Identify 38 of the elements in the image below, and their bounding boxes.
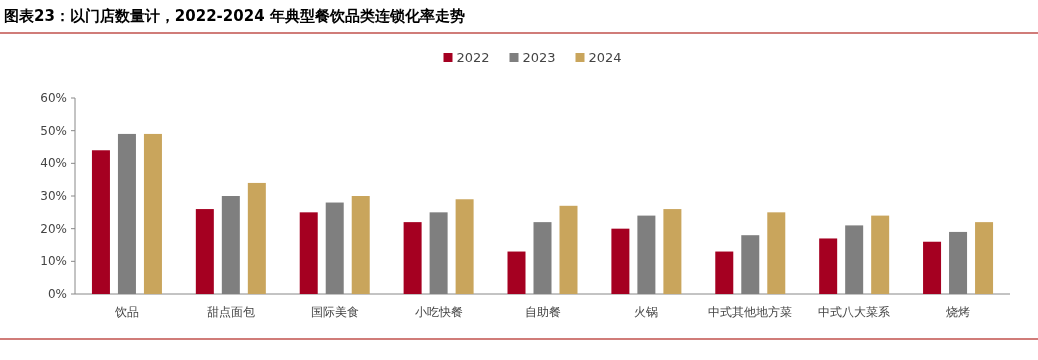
bar xyxy=(351,196,370,294)
bar xyxy=(299,212,318,294)
bar xyxy=(403,222,422,294)
x-tick-label: 中式八大菜系 xyxy=(818,305,891,319)
bar xyxy=(975,222,994,294)
bar xyxy=(611,228,630,294)
y-tick-label: 0% xyxy=(47,287,67,301)
bar xyxy=(455,199,474,294)
x-tick-label: 烧烤 xyxy=(946,305,971,319)
bar xyxy=(663,209,682,294)
y-tick-label: 20% xyxy=(40,221,67,236)
bar xyxy=(507,251,526,294)
bar xyxy=(923,241,942,294)
bar xyxy=(871,215,890,294)
y-tick-label: 40% xyxy=(40,156,67,171)
y-tick-label: 10% xyxy=(40,254,67,269)
legend-label: 2023 xyxy=(522,50,556,65)
bar xyxy=(767,212,786,294)
x-tick-label: 饮品 xyxy=(113,305,139,319)
bar xyxy=(819,238,838,294)
legend-label: 2024 xyxy=(588,50,622,65)
bar xyxy=(91,150,110,294)
x-tick-label: 自助餐 xyxy=(524,305,561,319)
bar xyxy=(247,182,266,294)
y-tick-label: 50% xyxy=(40,123,67,138)
chart-title: 图表23：以门店数量计，2022-2024 年典型餐饮品类连锁化率走势 xyxy=(4,7,465,25)
x-tick-label: 甜点面包 xyxy=(206,305,255,319)
bar xyxy=(559,205,578,294)
y-tick-label: 30% xyxy=(40,189,67,203)
x-tick-label: 火锅 xyxy=(634,305,659,319)
bar xyxy=(143,133,162,294)
y-tick-label: 60% xyxy=(40,91,67,105)
x-tick-label: 中式其他地方菜 xyxy=(708,305,793,319)
bar xyxy=(715,251,734,294)
x-tick-label: 国际美食 xyxy=(310,305,359,319)
x-tick-label: 小吃快餐 xyxy=(414,305,463,319)
legend-label: 2022 xyxy=(456,50,490,65)
bar xyxy=(195,209,214,294)
